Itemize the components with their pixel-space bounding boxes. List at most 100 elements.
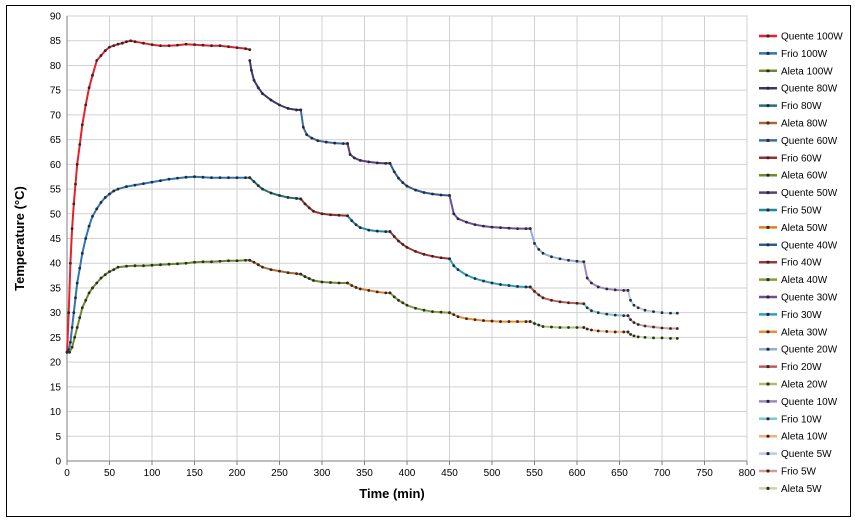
data-point (72, 202, 76, 206)
data-point (482, 224, 485, 228)
data-point (235, 46, 239, 50)
data-point (439, 256, 443, 260)
data-point (248, 59, 252, 62)
data-point (75, 281, 79, 285)
data-point (558, 326, 562, 329)
data-point (252, 78, 256, 82)
series-line (529, 228, 584, 263)
data-point (354, 286, 358, 289)
legend-item: Quente 100W (759, 32, 843, 43)
data-point (235, 176, 239, 180)
data-point (652, 336, 655, 340)
data-point (295, 108, 298, 112)
data-point (278, 103, 281, 107)
data-point (567, 258, 570, 262)
series-line (300, 273, 348, 284)
series-frio-40w (388, 230, 451, 261)
y-tick-label: 10 (50, 407, 62, 418)
data-point (346, 142, 349, 145)
data-point (675, 336, 679, 340)
data-point (312, 279, 315, 282)
data-point (87, 291, 91, 295)
x-axis-title: Time (min) (359, 486, 425, 501)
data-point (537, 323, 541, 327)
data-point (675, 327, 679, 330)
data-point (414, 249, 417, 253)
data-point (210, 176, 213, 180)
data-point (431, 192, 434, 196)
data-point (312, 209, 315, 213)
data-point (490, 281, 494, 285)
data-point (184, 175, 188, 179)
y-tick-label: 5 (55, 432, 61, 443)
series-frio-80w (248, 176, 303, 201)
legend-item: Quente 60W (759, 136, 838, 147)
series-aleta-20w (528, 320, 586, 329)
data-point (78, 143, 82, 146)
legend-marker (766, 121, 770, 125)
data-point (70, 326, 74, 329)
legend-marker (766, 434, 770, 438)
data-point (490, 225, 494, 229)
data-point (354, 223, 358, 227)
data-point (367, 228, 371, 232)
data-point (507, 226, 511, 230)
legend-marker (766, 486, 770, 490)
y-axis-title: Temperature (°C) (12, 186, 27, 291)
x-tick-label: 350 (356, 468, 373, 479)
data-point (558, 257, 562, 261)
x-tick-label: 200 (229, 468, 246, 479)
data-point (490, 319, 494, 323)
data-point (405, 303, 409, 307)
data-point (333, 141, 337, 145)
series-line (67, 259, 250, 354)
data-point (585, 327, 589, 331)
data-point (448, 194, 451, 197)
data-point (613, 330, 617, 334)
legend-item: Frio 100W (759, 49, 828, 60)
data-point (248, 258, 252, 262)
data-point (193, 175, 196, 179)
data-point (550, 325, 553, 329)
data-point (261, 187, 264, 191)
legend-label: Frio 40W (781, 258, 822, 269)
data-point (622, 330, 626, 334)
data-point (269, 191, 273, 195)
data-point (629, 333, 632, 336)
legend-item: Frio 5W (759, 467, 817, 478)
data-point (316, 139, 320, 143)
data-point (70, 345, 74, 349)
data-point (133, 183, 137, 187)
data-point (210, 260, 213, 264)
x-tick-label: 700 (654, 468, 671, 479)
data-point (80, 251, 84, 255)
data-point (159, 44, 162, 48)
data-point (201, 175, 205, 179)
data-point (87, 224, 91, 228)
x-tick-label: 500 (484, 468, 501, 479)
data-point (346, 214, 349, 218)
data-point (116, 42, 120, 46)
x-tick-label: 300 (314, 468, 331, 479)
legend-item: Quente 30W (759, 293, 838, 304)
y-tick-label: 0 (55, 457, 61, 468)
data-point (524, 227, 528, 231)
y-tick-label: 55 (50, 185, 62, 196)
data-point (108, 192, 111, 196)
data-point (133, 40, 137, 44)
legend-item: Quente 10W (759, 397, 838, 408)
data-point (528, 320, 532, 323)
data-point (341, 142, 345, 145)
data-point (414, 306, 417, 310)
data-point (456, 217, 460, 221)
data-point (244, 47, 247, 51)
y-tick-label: 85 (50, 36, 62, 47)
legend-item: Frio 60W (759, 153, 822, 164)
data-point (70, 227, 74, 231)
data-point (516, 320, 519, 323)
legend-label: Frio 10W (781, 414, 822, 425)
data-point (248, 48, 252, 52)
legend-marker (766, 260, 770, 264)
data-point (384, 291, 388, 295)
data-point (176, 262, 179, 266)
